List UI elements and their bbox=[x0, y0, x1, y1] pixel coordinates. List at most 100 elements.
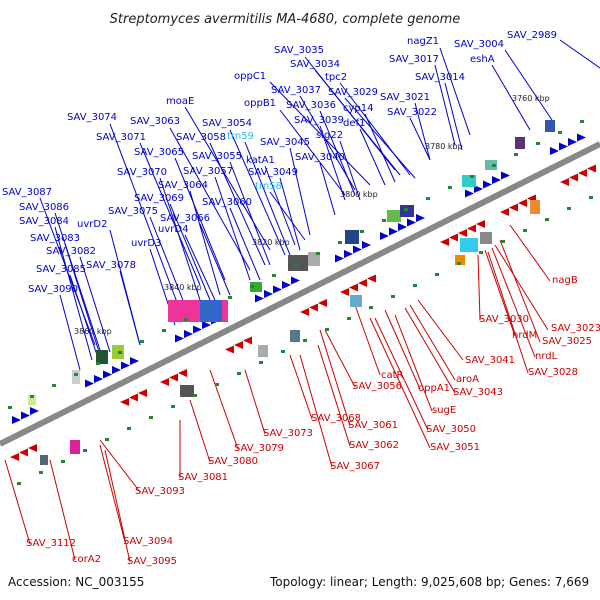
leader-line bbox=[64, 243, 101, 356]
gene-label[interactable]: SAV_3058 bbox=[176, 132, 226, 143]
gene-label[interactable]: SAV_3084 bbox=[19, 216, 69, 227]
gene-label[interactable]: nagB bbox=[552, 275, 578, 286]
gene-label[interactable]: SAV_3036 bbox=[286, 100, 336, 111]
gene-label[interactable]: SAV_3071 bbox=[96, 132, 146, 143]
gene-label[interactable]: SAV_3090 bbox=[28, 284, 78, 295]
gene-label[interactable]: SAV_3081 bbox=[178, 472, 228, 483]
gene-label[interactable]: uvrD4 bbox=[158, 224, 188, 235]
gene-label[interactable]: SAV_3030 bbox=[479, 314, 529, 325]
gene-label[interactable]: SAV_3014 bbox=[415, 72, 465, 83]
gene-label[interactable]: oppA1 bbox=[418, 383, 450, 394]
gene-label[interactable]: SAV_3065 bbox=[134, 147, 184, 158]
gene-label[interactable]: SAV_3034 bbox=[290, 59, 340, 70]
gene-label[interactable]: SAV_3060 bbox=[202, 197, 252, 208]
gene-label[interactable]: tpc2 bbox=[325, 72, 347, 83]
gene-label[interactable]: SAV_3021 bbox=[380, 92, 430, 103]
gene-label[interactable]: nrdL bbox=[535, 351, 558, 362]
leader-line bbox=[319, 110, 356, 196]
gene-label[interactable]: catR bbox=[381, 370, 404, 381]
gene-label[interactable]: uvrD2 bbox=[77, 219, 107, 230]
reverse-gene-arrow bbox=[440, 238, 449, 246]
gene-label[interactable]: sugE bbox=[432, 405, 456, 416]
gene-label[interactable]: moaE bbox=[166, 96, 194, 107]
gene-label[interactable]: nrdM bbox=[512, 330, 537, 341]
gene-label[interactable]: SAV_3028 bbox=[528, 367, 578, 378]
gene-label[interactable]: katA1 bbox=[246, 155, 275, 166]
gene-label[interactable]: SAV_3083 bbox=[30, 233, 80, 244]
gene-label[interactable]: SAV_3080 bbox=[208, 456, 258, 467]
feature-blocks bbox=[10, 120, 596, 465]
gene-label[interactable]: nagZ1 bbox=[407, 36, 439, 47]
gene-label[interactable]: SAV_3087 bbox=[2, 187, 52, 198]
forward-gene-arrow bbox=[483, 180, 492, 189]
gene-label[interactable]: SAV_2989 bbox=[507, 30, 557, 41]
gene-label[interactable]: SAV_3023 bbox=[551, 323, 600, 334]
gene-label[interactable]: SAV_3029 bbox=[328, 87, 378, 98]
gene-label[interactable]: sig22 bbox=[316, 130, 343, 141]
gene-label[interactable]: SAV_3054 bbox=[202, 118, 252, 129]
gene-label[interactable]: SAV_3025 bbox=[542, 336, 592, 347]
gene-block bbox=[480, 232, 492, 244]
gene-label[interactable]: SAV_3066 bbox=[160, 213, 210, 224]
gene-label[interactable]: SAV_3073 bbox=[263, 428, 313, 439]
gene-label[interactable]: trn59 bbox=[227, 131, 254, 142]
gene-label[interactable]: SAV_3045 bbox=[260, 137, 310, 148]
gene-label[interactable]: def1 bbox=[343, 118, 365, 129]
gene-label[interactable]: SAV_3040 bbox=[295, 152, 345, 163]
gene-label[interactable]: SAV_3078 bbox=[86, 260, 136, 271]
forward-gene-arrow bbox=[416, 214, 425, 222]
gene-label[interactable]: SAV_3068 bbox=[311, 413, 361, 424]
gene-label[interactable]: SAV_3085 bbox=[36, 264, 86, 275]
gene-label[interactable]: cyp14 bbox=[343, 103, 374, 114]
forward-gene-arrow bbox=[273, 285, 282, 294]
gene-label[interactable]: SAV_3075 bbox=[108, 206, 158, 217]
gene-label[interactable]: SAV_3063 bbox=[130, 116, 180, 127]
gene-label[interactable]: corA2 bbox=[72, 554, 101, 565]
leader-line bbox=[209, 142, 266, 266]
gene-label[interactable]: SAV_3095 bbox=[127, 556, 177, 567]
gene-label[interactable]: SAV_3112 bbox=[26, 538, 76, 549]
gene-label[interactable]: SAV_3039 bbox=[294, 115, 344, 126]
gene-label[interactable]: SAV_3062 bbox=[349, 440, 399, 451]
gene-label[interactable]: SAV_3064 bbox=[158, 180, 208, 191]
gene-label[interactable]: SAV_3050 bbox=[426, 424, 476, 435]
gene-label[interactable]: SAV_3093 bbox=[135, 486, 185, 497]
gene-label[interactable]: SAV_3086 bbox=[19, 202, 69, 213]
gene-label[interactable]: SAV_3017 bbox=[389, 54, 439, 65]
gene-label[interactable]: SAV_3043 bbox=[453, 387, 503, 398]
gene-label[interactable]: SAV_3057 bbox=[183, 166, 233, 177]
forward-gene-arrow bbox=[30, 407, 39, 415]
gene-label[interactable]: SAV_3067 bbox=[330, 461, 380, 472]
gene-label[interactable]: SAV_3082 bbox=[46, 246, 96, 257]
gene-label[interactable]: uvrD3 bbox=[131, 238, 161, 249]
gene-label[interactable]: SAV_3037 bbox=[271, 85, 321, 96]
gene-label[interactable]: SAV_3041 bbox=[465, 355, 515, 366]
gene-label[interactable]: SAV_3070 bbox=[117, 167, 167, 178]
reverse-gene-arrow bbox=[10, 453, 19, 461]
gene-label[interactable]: SAV_3051 bbox=[430, 442, 480, 453]
gene-block bbox=[258, 345, 268, 357]
forward-gene-arrow bbox=[577, 133, 586, 142]
marker-dash bbox=[215, 383, 219, 386]
gene-label[interactable]: SAV_3035 bbox=[274, 45, 324, 56]
gene-label[interactable]: oppB1 bbox=[244, 98, 276, 109]
gene-label[interactable]: SAV_3079 bbox=[234, 443, 284, 454]
gene-label[interactable]: SAV_3074 bbox=[67, 112, 117, 123]
gene-label[interactable]: SAV_3055 bbox=[192, 151, 242, 162]
forward-gene-arrow bbox=[85, 379, 94, 388]
gene-label[interactable]: eshA bbox=[470, 54, 495, 65]
marker-dash bbox=[184, 318, 188, 321]
leader-line bbox=[119, 270, 141, 346]
gene-label[interactable]: SAV_3061 bbox=[348, 420, 398, 431]
gene-label[interactable]: SAV_3049 bbox=[248, 167, 298, 178]
gene-label[interactable]: SAV_3004 bbox=[454, 39, 504, 50]
gene-label[interactable]: SAV_3056 bbox=[352, 381, 402, 392]
gene-label[interactable]: oppC1 bbox=[234, 71, 266, 82]
gene-label[interactable]: SAV_3094 bbox=[123, 536, 173, 547]
gene-label[interactable]: aroA bbox=[456, 374, 479, 385]
marker-dash bbox=[536, 142, 540, 145]
leader-line bbox=[394, 314, 433, 412]
gene-label[interactable]: SAV_3069 bbox=[134, 193, 184, 204]
gene-label[interactable]: trn58 bbox=[255, 181, 282, 192]
gene-label[interactable]: SAV_3022 bbox=[387, 107, 437, 118]
